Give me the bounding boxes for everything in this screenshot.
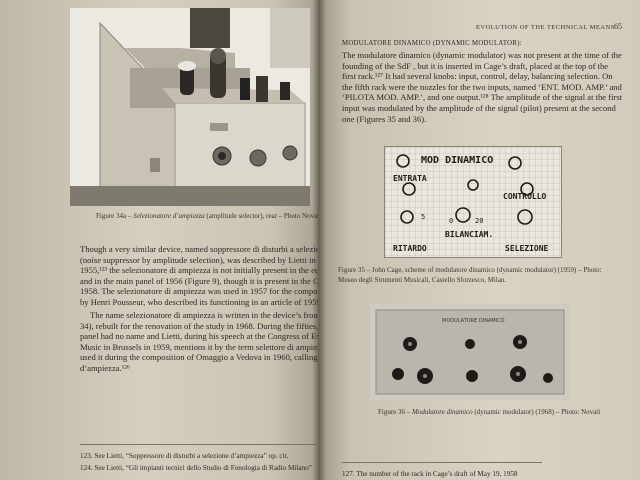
text-line: Though a very similar device, named sopp… — [80, 244, 318, 254]
drawing-label-zero: 0 — [449, 217, 453, 225]
text-line: used it during the composition of Omaggi… — [80, 352, 318, 363]
footnote-123: 123. See Lietti, “Soppressore di disturb… — [80, 452, 289, 460]
amplitude-selector-device-image — [70, 8, 310, 206]
book-gutter — [312, 0, 326, 480]
text-line: (noise suppressor by amplitude selection… — [80, 254, 318, 265]
drawing-label-entrata: ENTRATA — [393, 174, 427, 183]
figure-35-drawing: MOD DINAMICO ENTRATA CONTROLLO BILANCIAM… — [384, 146, 562, 258]
section-title: MODULATORE DINAMICO (DYNAMIC MODULATOR): — [342, 40, 522, 47]
figure-35-caption-line-1: Figure 35 – John Cage, scheme of modulat… — [338, 266, 602, 274]
footnote-divider — [80, 444, 316, 445]
left-body-paragraph-2: The name selezionatore di ampiezza is wr… — [80, 310, 318, 374]
dynamic-modulator-panel-image: MODULATORE DINAMICO — [370, 304, 570, 400]
panel-label: MODULATORE DINAMICO — [442, 318, 505, 324]
text-line: founding of the SdF , but it is inserted… — [342, 60, 609, 71]
drawing-title: MOD DINAMICO — [421, 155, 493, 166]
text-line: 1955,¹²³ the selezionatore di ampiezza i… — [80, 265, 318, 276]
text-line: The name selezionatore di ampiezza is wr… — [90, 310, 318, 320]
text-line: ‘PILOTA MOD. AMP.’, and one output.¹²⁸ T… — [342, 92, 623, 103]
text-line: 1958. The selezionatore di ampiezza was … — [80, 286, 318, 297]
cage-scheme-sketch: MOD DINAMICO ENTRATA CONTROLLO BILANCIAM… — [385, 147, 561, 257]
text-line: and in the main panel of 1956 (Figure 9)… — [80, 275, 318, 286]
footnote-127: 127. The number of the rack in Cage’s dr… — [342, 470, 518, 478]
drawing-label-twenty: 20 — [475, 217, 483, 225]
text-line: first rack.¹²⁷ It had several knobs: inp… — [342, 71, 613, 82]
figure-35-caption-line-2: Museo degli Strumenti Musicali, Castello… — [338, 276, 507, 284]
text-line: the fifth rack were the nozzles for the … — [342, 81, 622, 92]
left-body-paragraph-1: Though a very similar device, named sopp… — [80, 244, 318, 308]
drawing-label-ritardo: RITARDO — [393, 244, 427, 253]
text-line: Music in Brussels in 1959, mentions it b… — [80, 341, 318, 352]
footnote-124: 124. See Lietti, “Gli impianti tecnici d… — [80, 464, 312, 472]
figure-36-caption: Figure 36 – Modulatore dinamico (dynamic… — [378, 408, 601, 416]
text-line: one (Figures 35 and 36). — [342, 113, 427, 124]
right-body-paragraph: The modulatore dinamico (dynamic modulat… — [342, 50, 638, 124]
text-line: input was modulated by the amplitude of … — [342, 102, 616, 113]
drawing-label-controllo: CONTROLLO — [503, 192, 547, 201]
text-line: by Henri Pousseur, who described its fun… — [80, 296, 318, 307]
text-line: 34), rebuilt for the renovation of the s… — [80, 320, 318, 331]
drawing-label-selezione: SELEZIONE — [505, 244, 549, 253]
left-page: Figure 34a – Selezionatore d’ampiezza (a… — [0, 0, 318, 480]
drawing-label-bilanciam: BILANCIAM. — [445, 230, 493, 239]
running-header: EVOLUTION OF THE TECHNICAL MEANS — [476, 24, 615, 31]
drawing-label-five: 5 — [421, 213, 425, 221]
text-line: panel had no name and Lietti, during his… — [80, 331, 318, 342]
figure-36-photo: MODULATORE DINAMICO — [370, 304, 570, 400]
text-line: d’ampiezza.¹²⁶ — [80, 362, 130, 373]
figure-34a-photo — [70, 8, 310, 206]
figure-34a-caption: Figure 34a – Selezionatore d’ampiezza (a… — [96, 212, 318, 220]
text-line: The modulatore dinamico (dynamic modulat… — [342, 50, 622, 60]
page-number: 65 — [614, 22, 622, 31]
footnote-divider-right — [342, 462, 542, 463]
